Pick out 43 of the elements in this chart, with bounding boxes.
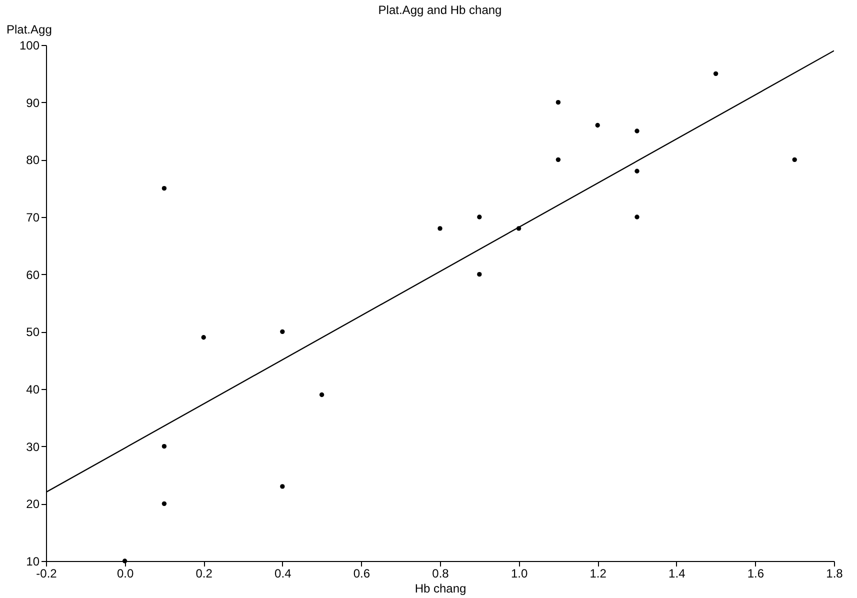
point (319, 392, 324, 398)
point (713, 71, 718, 76)
point (162, 186, 167, 191)
point (556, 100, 561, 105)
point (556, 157, 561, 162)
y-tick-label: 60 (26, 268, 40, 282)
y-axis-title: Plat.Agg (6, 22, 52, 36)
x-tick-label: 0.4 (274, 566, 292, 580)
point (634, 168, 640, 174)
point (280, 329, 285, 334)
x-axis-title: Hb chang (414, 582, 466, 596)
x-tick-label: 1.0 (510, 566, 528, 580)
point (162, 444, 167, 449)
chart-title: Plat.Agg and Hb chang (378, 3, 502, 17)
x-tick-label: 1.6 (747, 566, 764, 580)
y-tick-label: 90 (26, 96, 40, 110)
x-tick-label: 1.2 (590, 566, 607, 580)
point (122, 558, 128, 564)
point (477, 214, 482, 220)
x-tick-label: 1.4 (668, 566, 686, 580)
y-tick-label: 80 (26, 153, 40, 168)
point (477, 272, 482, 277)
x-tick-label: 0.2 (196, 566, 213, 580)
y-tick-label: 40 (26, 382, 40, 396)
y-tick-label: 70 (26, 210, 40, 224)
x-tick-label: 1.8 (826, 566, 844, 580)
point (201, 335, 206, 340)
y-tick-label: 10 (26, 554, 40, 568)
y-tick-label: 20 (26, 497, 40, 512)
point (280, 484, 285, 489)
point (792, 157, 797, 162)
x-tick-label: 0.6 (353, 566, 370, 580)
point (162, 501, 167, 506)
x-tick-label: 0.0 (116, 566, 134, 580)
point (438, 226, 442, 231)
y-tick-label: 50 (26, 325, 40, 340)
point (634, 214, 640, 220)
point (634, 128, 640, 134)
x-tick-label: -0.2 (36, 566, 58, 580)
x-tick-label: 0.8 (432, 566, 450, 580)
y-tick-label: 100 (19, 38, 40, 52)
y-tick-label: 30 (26, 440, 40, 454)
point (595, 122, 600, 128)
